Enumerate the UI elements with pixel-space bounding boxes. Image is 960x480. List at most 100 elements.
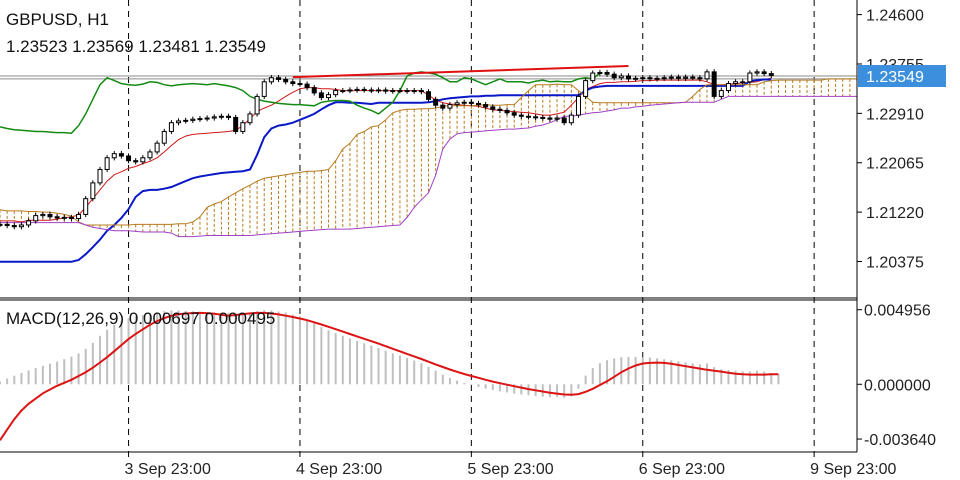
price-tick-label: 1.24600 <box>866 8 924 25</box>
candle <box>554 115 560 122</box>
candle <box>254 93 260 117</box>
candle <box>90 180 96 202</box>
candle-body <box>240 122 246 132</box>
candle <box>247 111 253 126</box>
candle <box>297 80 303 87</box>
candle-body <box>68 216 74 220</box>
candle-body <box>475 102 481 106</box>
macd-histogram <box>0 310 780 398</box>
candle <box>568 112 574 126</box>
candle-body <box>147 151 153 159</box>
candle <box>33 212 39 224</box>
candle <box>61 214 67 221</box>
candle <box>283 76 289 85</box>
candle <box>583 78 589 100</box>
candle-body <box>447 104 453 109</box>
candle-body <box>247 113 253 124</box>
price-tick-label: 1.20375 <box>866 254 924 271</box>
candle-body <box>190 118 196 121</box>
candle-body <box>411 90 417 93</box>
candle-body <box>311 87 317 94</box>
candle-body <box>133 160 139 163</box>
candle-body <box>540 116 546 119</box>
candle <box>683 74 689 81</box>
candle <box>333 87 339 98</box>
candle <box>640 75 646 81</box>
candle <box>211 114 217 121</box>
candle <box>647 75 653 82</box>
candle-body <box>704 71 710 80</box>
candle <box>354 86 360 93</box>
candle-body <box>711 71 717 97</box>
candle <box>83 196 89 218</box>
candle <box>704 69 710 82</box>
candle <box>426 89 431 102</box>
candle <box>326 92 332 101</box>
macd-readout: MACD(12,26,9) 0.000697 0.000495 <box>6 309 276 328</box>
candle <box>518 112 524 119</box>
candle-body <box>433 98 439 106</box>
candle-body <box>361 88 367 91</box>
time-tick-label: 4 Sep 23:00 <box>296 461 382 478</box>
kijun-line <box>0 78 772 263</box>
candle-body <box>511 112 517 116</box>
candle-body <box>33 215 39 222</box>
candle-body <box>154 142 160 153</box>
candle <box>461 99 467 106</box>
chart-frame <box>0 0 858 453</box>
candle <box>340 87 346 94</box>
candle-body <box>354 88 360 91</box>
candle-body <box>668 76 674 79</box>
candle <box>383 87 389 94</box>
candle-body <box>161 130 167 144</box>
candle <box>147 149 153 161</box>
candle-body <box>118 153 124 157</box>
candle <box>226 113 232 121</box>
candle <box>633 75 639 82</box>
trendline <box>292 65 629 79</box>
senkou-b-line <box>0 95 857 238</box>
candle <box>675 74 681 81</box>
candle-body <box>83 198 89 215</box>
candle-body <box>347 89 353 92</box>
candle-body <box>561 117 567 124</box>
price-tick-label: 1.21220 <box>866 205 924 222</box>
candle-body <box>368 89 374 92</box>
candle <box>404 87 410 94</box>
candle-body <box>468 101 474 104</box>
candle-body <box>26 220 32 226</box>
candle-body <box>683 76 689 79</box>
candle <box>347 87 353 94</box>
candle-body <box>233 116 239 132</box>
candle <box>376 87 382 94</box>
candle-body <box>183 119 189 122</box>
candle-body <box>54 216 60 219</box>
candle <box>604 69 610 77</box>
candle-body <box>197 118 203 121</box>
candles <box>0 69 774 230</box>
candle-body <box>575 95 581 116</box>
candle-body <box>497 108 503 111</box>
candle-body <box>297 83 303 86</box>
candle <box>697 75 703 82</box>
time-tick-label: 9 Sep 23:00 <box>810 461 896 478</box>
candle-body <box>11 225 17 228</box>
candle <box>290 79 296 87</box>
ohlc-readout: 1.23523 1.23569 1.23481 1.23549 <box>6 37 266 56</box>
candle-body <box>640 77 646 80</box>
candle <box>68 214 74 222</box>
candle <box>511 110 517 118</box>
macd-signal-line <box>0 311 779 441</box>
candle-body <box>97 168 103 184</box>
candle <box>133 158 139 165</box>
candle <box>454 100 460 108</box>
candle <box>611 71 617 81</box>
candle-body <box>47 213 53 218</box>
candle-body <box>276 77 282 80</box>
candle-body <box>483 104 489 108</box>
candle-body <box>504 109 510 114</box>
macd-tick-label: -0.003640 <box>864 432 936 449</box>
candle-body <box>440 104 446 109</box>
candle <box>233 114 239 135</box>
